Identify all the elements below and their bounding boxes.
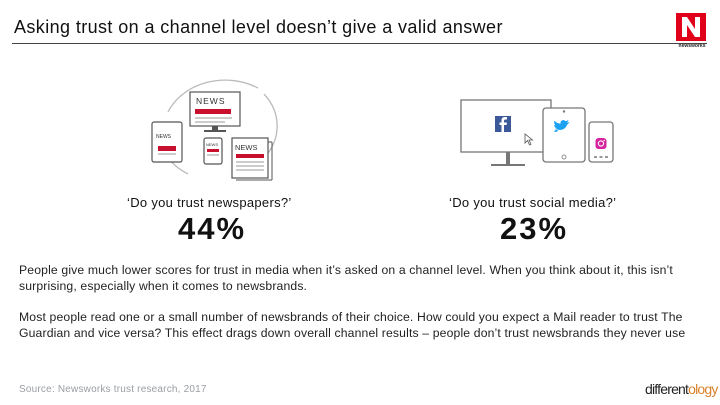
newspaper-trust-value: 44% bbox=[178, 211, 247, 246]
body-paragraph: People give much lower scores for trust … bbox=[19, 263, 673, 293]
differentology-logo: differentology bbox=[645, 381, 718, 397]
newspaper-trust-question: ‘Do you trust newspapers?’ bbox=[127, 195, 292, 210]
news-label: NEWS bbox=[206, 142, 218, 147]
brand-prefix: different bbox=[645, 381, 689, 397]
newsworks-logo: newsworks bbox=[674, 13, 708, 51]
brand-suffix: ology bbox=[688, 381, 718, 397]
body-paragraph: Most people read one or a small number o… bbox=[19, 310, 686, 340]
instagram-icon bbox=[595, 138, 607, 149]
facebook-icon bbox=[495, 116, 511, 132]
news-label: NEWS bbox=[235, 143, 258, 152]
social-media-devices-illustration bbox=[460, 99, 614, 166]
newspaper-devices-illustration: NEWS NEWS NEWS NEWS bbox=[151, 79, 278, 181]
news-label: NEWS bbox=[196, 96, 226, 106]
twitter-icon bbox=[554, 120, 570, 132]
social-media-trust-value: 23% bbox=[500, 211, 569, 246]
news-label: NEWS bbox=[156, 134, 172, 140]
social-media-trust-question: ‘Do you trust social media?’ bbox=[449, 195, 617, 210]
newsworks-n-logo-icon bbox=[676, 13, 706, 41]
newsworks-logo-text: newsworks bbox=[678, 43, 706, 49]
title-divider bbox=[12, 43, 707, 44]
slide-title: Asking trust on a channel level doesn’t … bbox=[14, 17, 503, 37]
cursor-icon bbox=[524, 133, 534, 146]
source-note: Source: Newsworks trust research, 2017 bbox=[19, 384, 207, 395]
